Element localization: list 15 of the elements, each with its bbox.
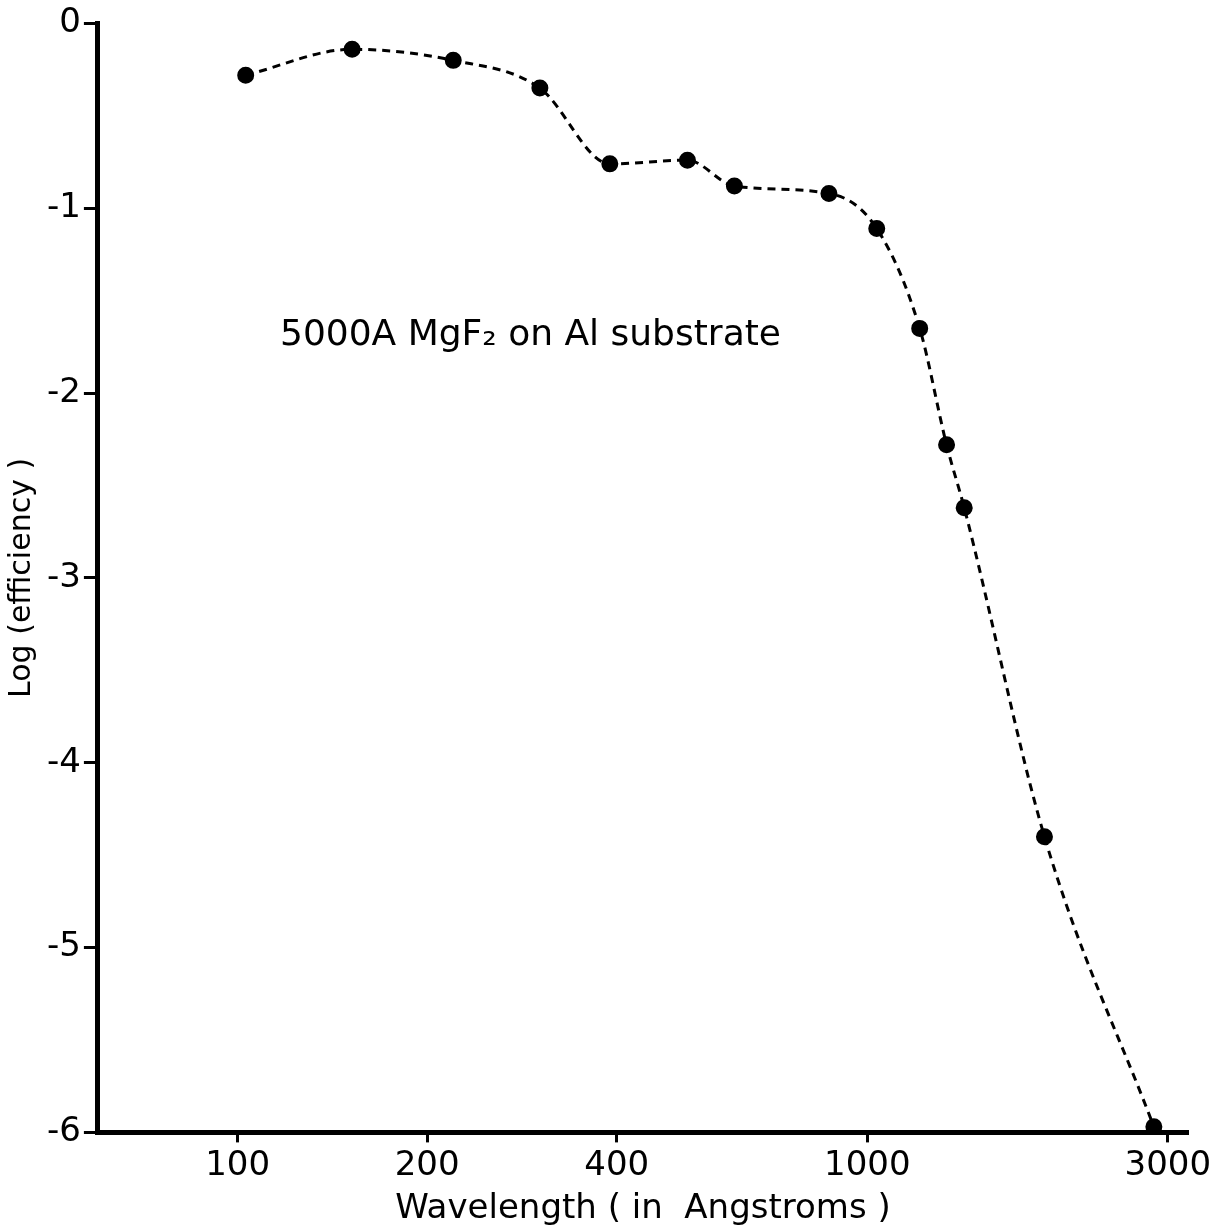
x-axis-title: Wavelength ( in Angstroms ) (395, 1186, 891, 1227)
y-tick-label: -6 (46, 1109, 81, 1150)
x-tick-label: 3000 (1124, 1142, 1212, 1183)
y-tick-label: -1 (46, 185, 81, 226)
annotation: 5000A MgF₂ on Al substrate (280, 312, 781, 353)
y-tick-label: 0 (59, 0, 81, 41)
x-tick-label: 200 (394, 1142, 460, 1183)
x-tick-label: 400 (584, 1142, 650, 1183)
y-tick-label: -4 (46, 739, 81, 780)
y-tick-label: -2 (46, 369, 81, 410)
y-axis-title: Log (efficiency ) (1, 457, 37, 698)
x-tick-label: 1000 (824, 1142, 911, 1183)
y-tick-label: -3 (46, 554, 81, 595)
x-tick-label: 100 (205, 1142, 271, 1183)
y-tick-label: -5 (46, 924, 81, 965)
